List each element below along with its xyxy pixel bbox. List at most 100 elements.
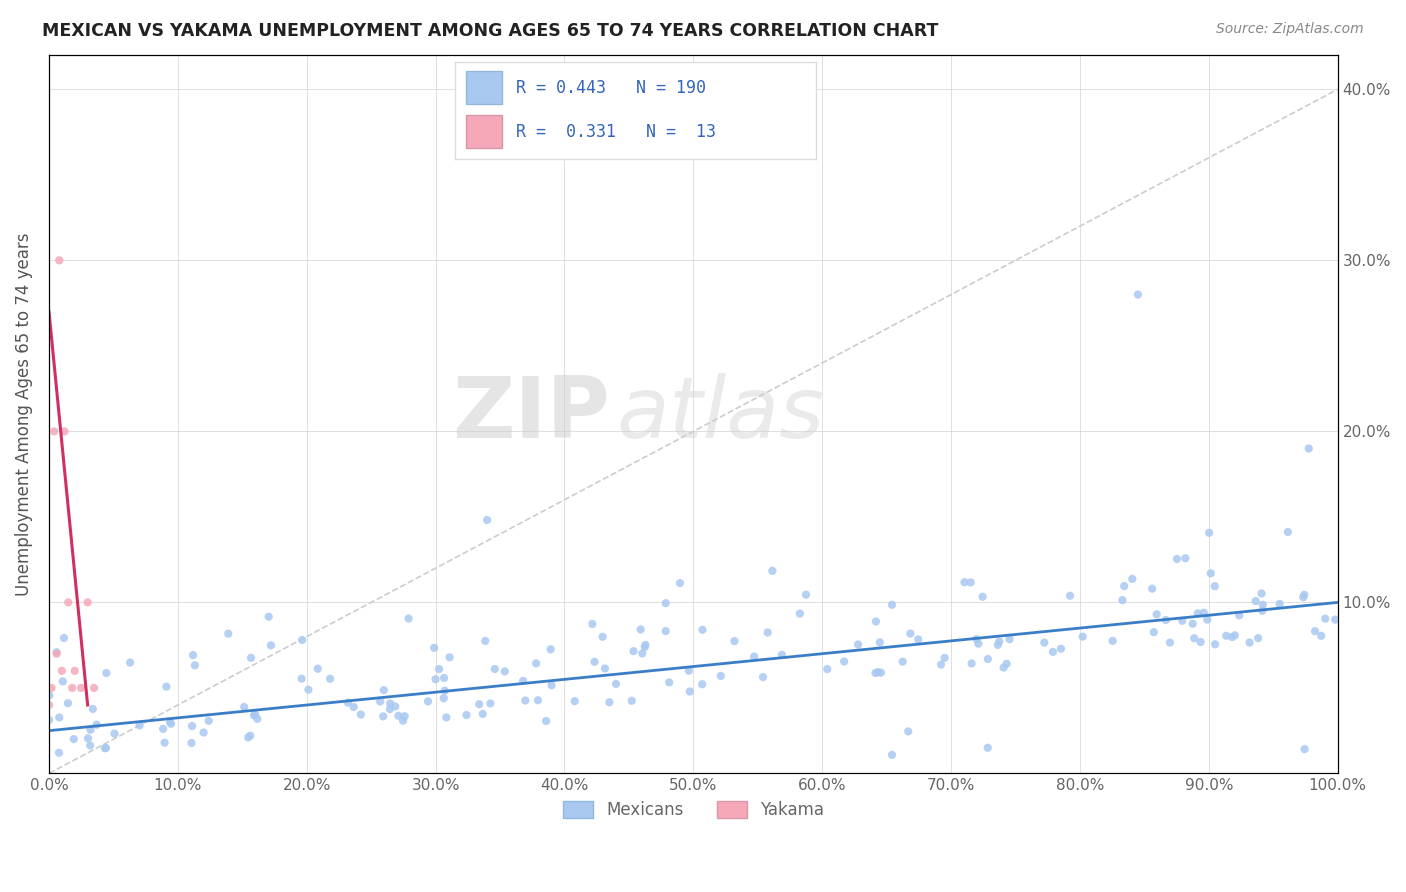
Point [527,693,550,707]
Point [756,625,779,640]
Point [494,665,516,679]
Point [471,706,494,721]
Point [967,637,990,651]
Point [692,623,714,637]
Point [987,638,1010,652]
Point [897,724,920,739]
Point [1294,742,1316,756]
Point [484,662,506,676]
Point [540,678,562,692]
Point [373,709,395,723]
Point [233,700,256,714]
Point [336,696,359,710]
Point [1247,631,1270,645]
Point [998,632,1021,647]
Text: atlas: atlas [616,373,824,456]
Point [181,719,204,733]
Point [1227,608,1250,623]
Point [193,725,215,739]
Point [1187,607,1209,621]
Point [993,660,1015,674]
Point [1181,616,1204,631]
Point [1143,625,1166,640]
Point [972,590,994,604]
Point [1154,613,1177,627]
Point [634,640,657,654]
Point [620,694,643,708]
Point [934,651,956,665]
Point [678,664,700,678]
Point [654,624,676,639]
Point [960,657,983,671]
Point [631,647,654,661]
Point [832,655,855,669]
Point [690,677,713,691]
Point [120,656,142,670]
Point [378,702,401,716]
Point [425,672,447,686]
Point [439,650,461,665]
Point [260,638,283,652]
Point [77,731,100,746]
Text: Source: ZipAtlas.com: Source: ZipAtlas.com [1216,22,1364,37]
Point [58,595,80,609]
Point [1204,637,1226,651]
Point [1239,635,1261,649]
Point [988,634,1011,648]
Point [995,657,1018,671]
Point [1223,628,1246,642]
Point [959,575,981,590]
Point [1277,524,1299,539]
Point [593,661,616,675]
Point [564,694,586,708]
Point [1204,579,1226,593]
Point [343,700,366,714]
Point [534,714,557,728]
Point [307,662,329,676]
Point [1159,635,1181,649]
Point [1215,629,1237,643]
Point [869,635,891,649]
Point [291,632,314,647]
Point [79,723,101,737]
Point [427,662,450,676]
Point [540,642,562,657]
Point [82,702,104,716]
Point [929,657,952,672]
Point [1268,597,1291,611]
Point [1220,630,1243,644]
Point [155,680,177,694]
Point [1324,613,1347,627]
Point [38,698,60,712]
Point [60,681,83,695]
Point [880,747,903,762]
Point [598,695,620,709]
Legend: Mexicans, Yakama: Mexicans, Yakama [555,795,831,826]
Point [794,588,817,602]
Point [181,648,204,662]
Point [846,638,869,652]
Point [1303,624,1326,639]
Point [398,611,420,625]
Point [94,740,117,755]
Point [433,683,456,698]
Point [96,666,118,681]
Point [1182,631,1205,645]
Point [180,736,202,750]
Point [159,714,181,729]
Point [1033,635,1056,649]
Point [870,665,893,680]
Point [512,673,534,688]
Point [76,595,98,609]
Point [907,632,929,647]
Point [1114,579,1136,593]
Point [1192,606,1215,620]
Point [761,564,783,578]
Point [160,716,183,731]
Point [898,626,921,640]
Y-axis label: Unemployment Among Ages 65 to 74 years: Unemployment Among Ages 65 to 74 years [15,233,32,596]
Point [433,691,456,706]
Point [41,681,63,695]
Point [605,677,627,691]
Point [48,746,70,760]
